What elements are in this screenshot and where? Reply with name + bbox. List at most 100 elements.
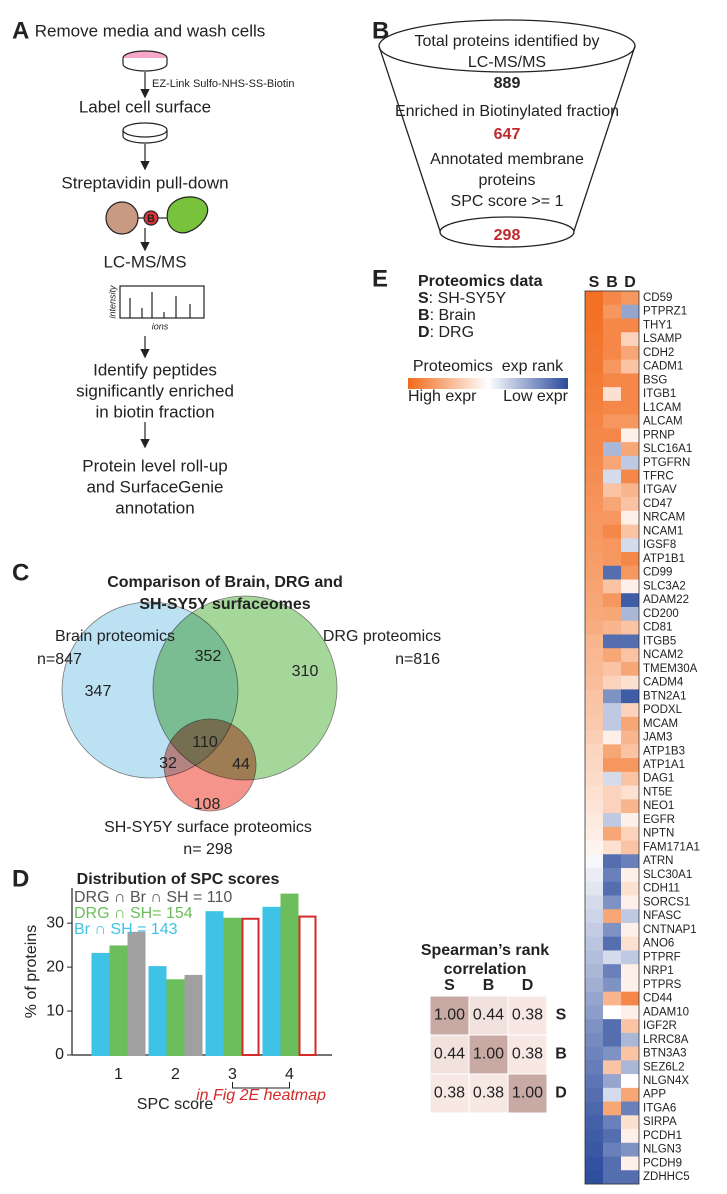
heatmap-cell — [585, 524, 603, 539]
heatmap-cell — [603, 579, 621, 594]
heatmap-cell — [603, 964, 621, 979]
heatmap-cell — [603, 771, 621, 786]
heatmap-cell — [603, 840, 621, 855]
colorbar — [408, 378, 568, 389]
dataset-legend: B: Brain — [418, 307, 476, 324]
heatmap-cell — [603, 524, 621, 539]
heatmap-cell — [621, 1170, 639, 1185]
row-label: IGF2R — [643, 1020, 677, 1032]
heatmap-cell — [585, 758, 603, 773]
matrix-cell — [468, 1034, 509, 1075]
heatmap-cell — [603, 675, 621, 690]
row-label: LSAMP — [643, 333, 682, 345]
row-label: ZDHHC5 — [643, 1171, 690, 1183]
set-name: Brain proteomics — [55, 628, 175, 645]
venn — [61, 595, 338, 812]
heatmap-cell — [621, 620, 639, 635]
bar — [184, 974, 203, 1056]
cell-label: 0.38 — [512, 1046, 543, 1063]
heatmap-cell — [603, 977, 621, 992]
row-label: ADAM22 — [643, 594, 689, 606]
legend-label: Br ∩ SH = 143 — [74, 921, 178, 938]
heatmap-cell — [603, 442, 621, 457]
heatmap-cell — [621, 1101, 639, 1116]
funnel-count: 647 — [494, 126, 521, 143]
heatmap-cell — [585, 1060, 603, 1075]
heatmap-cell — [621, 483, 639, 498]
row-label: PTPRS — [643, 979, 682, 991]
row-label: PTGFRN — [643, 457, 690, 469]
step-text: Remove media and wash cells — [35, 21, 266, 40]
funnel-count: 889 — [494, 75, 521, 92]
heatmap-cell — [585, 661, 603, 676]
protein — [166, 196, 209, 234]
heatmap-cell — [585, 373, 603, 388]
heatmap-cell — [585, 868, 603, 883]
heatmap-cell — [621, 1032, 639, 1047]
heatmap-cell — [603, 400, 621, 415]
step-text: Streptavidin pull-down — [61, 173, 228, 192]
heatmap-cell — [603, 345, 621, 360]
funnel-side — [573, 45, 636, 232]
row-label: APP — [643, 1089, 666, 1101]
heatmap-cell — [585, 1087, 603, 1102]
cell-label: 0.38 — [473, 1085, 504, 1102]
heatmap-cell — [603, 1170, 621, 1185]
heatmap-cell — [603, 497, 621, 512]
heatmap-cell — [585, 991, 603, 1006]
matrix-title: Spearman’s rank — [421, 942, 549, 959]
cell-label: 0.44 — [473, 1007, 504, 1024]
row-label: SLC3A2 — [643, 580, 686, 592]
heatmap-cell — [585, 1074, 603, 1089]
heatmap-cell — [621, 442, 639, 457]
row-label: NRCAM — [643, 512, 685, 524]
row-label: S — [556, 1007, 567, 1024]
heatmap-cell — [585, 854, 603, 869]
row-label: NPTN — [643, 828, 674, 840]
heatmap-cell — [585, 785, 603, 800]
heatmap-cell — [585, 538, 603, 553]
heatmap-cell — [585, 977, 603, 992]
bar — [280, 893, 299, 1056]
matrix-cell — [429, 1073, 470, 1114]
row-label: PODXL — [643, 704, 683, 716]
region-count: 347 — [85, 683, 112, 700]
matrix-cell — [468, 995, 509, 1036]
row-label: ADAM10 — [643, 1006, 689, 1018]
legend-label: DRG ∩ SH= 154 — [74, 905, 193, 922]
y-tick-label: 0 — [55, 1046, 64, 1063]
row-label: BTN2A1 — [643, 690, 686, 702]
dataset-key: S — [418, 290, 429, 307]
heatmap-cell — [621, 318, 639, 333]
row-label: ALCAM — [643, 416, 683, 428]
region-count: 108 — [194, 796, 221, 813]
row-label: TFRC — [643, 471, 674, 483]
x-tick-label: 2 — [171, 1066, 180, 1083]
heatmap-cell — [603, 991, 621, 1006]
heatmap-cell — [621, 414, 639, 429]
dataset-name: : SH-SY5Y — [429, 290, 507, 307]
row-label: ATRN — [643, 855, 673, 867]
heatmap-cell — [603, 565, 621, 580]
funnel-text: LC-MS/MS — [468, 54, 546, 71]
workflow-shapes — [105, 50, 209, 449]
heatmap-cell — [603, 1046, 621, 1061]
heatmap-cell — [603, 414, 621, 429]
heatmap-cell — [603, 318, 621, 333]
heatmap-cell — [621, 1005, 639, 1020]
heatmap-cell — [585, 1129, 603, 1144]
cell-label: 0.44 — [434, 1046, 465, 1063]
y-tick-label: 20 — [46, 958, 64, 975]
heatmap-cell — [585, 1046, 603, 1061]
heatmap-cell — [621, 703, 639, 718]
x-tick-label: 1 — [114, 1066, 123, 1083]
matrix-cell — [468, 1073, 509, 1114]
row-label: ANO6 — [643, 938, 674, 950]
row-label: SORCS1 — [643, 896, 690, 908]
heatmap-cell — [621, 840, 639, 855]
dish — [122, 130, 168, 144]
funnel-text: proteins — [479, 172, 536, 189]
heatmap-cell — [621, 1060, 639, 1075]
heatmap-cell — [621, 868, 639, 883]
row-label: NLGN4X — [643, 1075, 689, 1087]
